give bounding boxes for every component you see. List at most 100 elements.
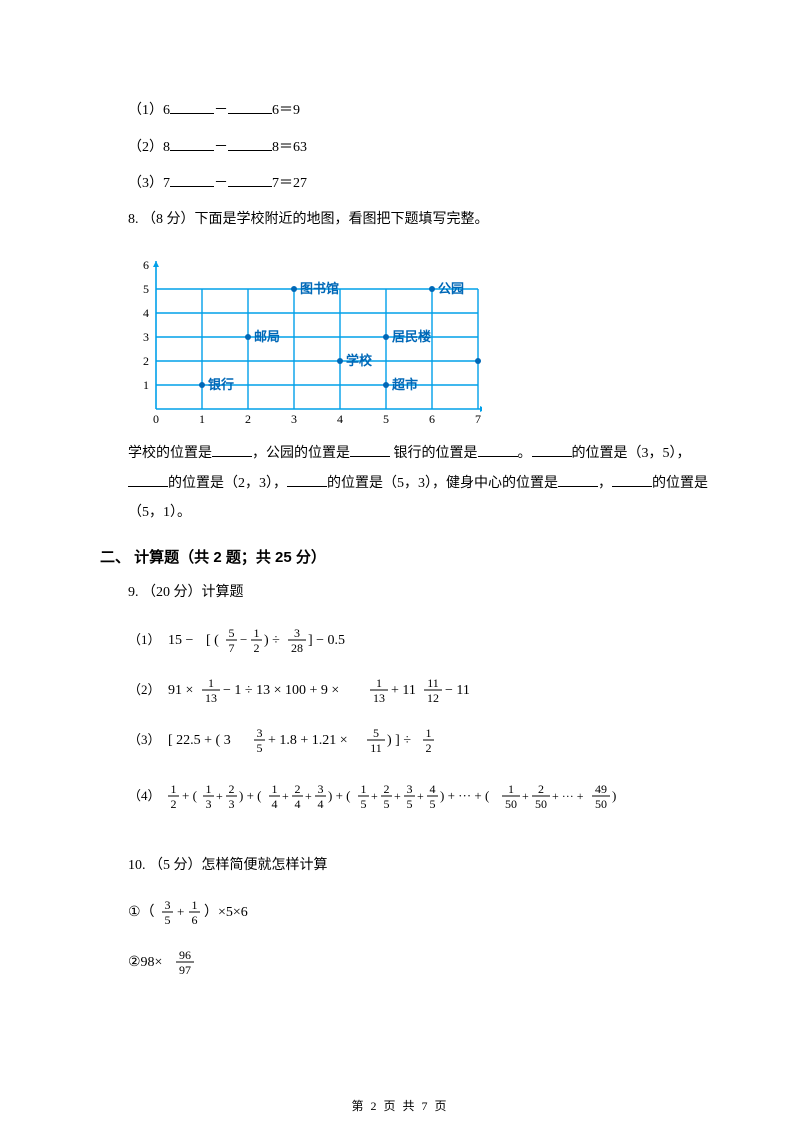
map-figure: 01234567123456图书馆公园邮局居民楼学校健身中心银行超市 bbox=[128, 245, 482, 425]
blank bbox=[532, 443, 572, 457]
svg-text:11: 11 bbox=[427, 676, 439, 690]
svg-text:1: 1 bbox=[254, 626, 260, 640]
svg-text:5: 5 bbox=[143, 282, 149, 296]
svg-text:+ 11: + 11 bbox=[391, 683, 416, 698]
idx: （3） bbox=[128, 176, 163, 191]
svg-text:) + (: ) + ( bbox=[328, 788, 351, 803]
q8-header: 8. （8 分）下面是学校附近的地图，看图把下题填写完整。 bbox=[100, 210, 720, 230]
svg-text:6: 6 bbox=[192, 913, 198, 927]
svg-text:5: 5 bbox=[430, 797, 436, 811]
svg-text:超市: 超市 bbox=[392, 377, 418, 392]
svg-text:3: 3 bbox=[294, 626, 300, 640]
svg-text:1: 1 bbox=[508, 782, 514, 796]
svg-text:）×5×6: ）×5×6 bbox=[204, 904, 248, 920]
svg-text:12: 12 bbox=[427, 691, 439, 705]
svg-text:− 11: − 11 bbox=[445, 683, 470, 698]
svg-text:15 −: 15 − bbox=[168, 633, 194, 648]
svg-text:2: 2 bbox=[295, 782, 301, 796]
svg-text:4: 4 bbox=[430, 782, 436, 796]
svg-text:1: 1 bbox=[171, 782, 177, 796]
svg-text:+: + bbox=[394, 789, 401, 803]
svg-text:2: 2 bbox=[245, 412, 251, 425]
q10-header: 10. （5 分）怎样简便就怎样计算 bbox=[100, 856, 720, 876]
op: － bbox=[214, 103, 228, 118]
svg-text:（2）: （2） bbox=[128, 682, 161, 697]
svg-text:11: 11 bbox=[370, 741, 382, 755]
svg-text:) ÷: ) ÷ bbox=[264, 633, 280, 648]
blank bbox=[128, 473, 168, 487]
svg-text:4: 4 bbox=[272, 797, 278, 811]
svg-text:1: 1 bbox=[199, 412, 205, 425]
svg-text:+: + bbox=[216, 789, 223, 803]
svg-text:5: 5 bbox=[383, 412, 389, 425]
fill-item-3: （3）7－7＝27 bbox=[128, 173, 720, 194]
op: － bbox=[214, 140, 228, 155]
svg-text:3: 3 bbox=[143, 330, 149, 344]
svg-text:49: 49 bbox=[595, 782, 607, 796]
svg-text:1: 1 bbox=[208, 676, 214, 690]
svg-text:银行: 银行 bbox=[208, 377, 234, 392]
q9-header: 9. （20 分）计算题 bbox=[100, 583, 720, 603]
blank bbox=[170, 100, 214, 114]
svg-text:96: 96 bbox=[179, 948, 191, 962]
svg-text:邮局: 邮局 bbox=[254, 329, 280, 344]
svg-text:4: 4 bbox=[295, 797, 301, 811]
blank bbox=[612, 473, 652, 487]
blank bbox=[170, 137, 214, 151]
svg-text:3: 3 bbox=[291, 412, 297, 425]
blank bbox=[350, 443, 390, 457]
page: （1）6－6＝9 （2）8－8＝63 （3）7－7＝27 8. （8 分）下面是… bbox=[0, 0, 800, 1132]
svg-text:②98×: ②98× bbox=[128, 955, 162, 970]
svg-text:4: 4 bbox=[143, 306, 149, 320]
blank bbox=[228, 173, 272, 187]
svg-text:7: 7 bbox=[475, 412, 481, 425]
b: 6＝9 bbox=[272, 103, 300, 118]
svg-text:3: 3 bbox=[206, 797, 212, 811]
svg-text:): ) bbox=[612, 788, 616, 803]
q9-formula-block: （1）15 − [ (57−12) ÷328] − 0.5（2）91 ×113−… bbox=[128, 618, 668, 846]
svg-text:5: 5 bbox=[384, 797, 390, 811]
svg-text:+ 1.8 + 1.21 ×: + 1.8 + 1.21 × bbox=[268, 733, 348, 748]
svg-text:+: + bbox=[177, 904, 184, 919]
svg-text:6: 6 bbox=[429, 412, 435, 425]
svg-text:（4）: （4） bbox=[128, 788, 161, 803]
fill-item-2: （2）8－8＝63 bbox=[128, 137, 720, 158]
svg-text:2: 2 bbox=[229, 782, 235, 796]
svg-text:[ (: [ ( bbox=[206, 633, 219, 648]
svg-text:+: + bbox=[417, 789, 424, 803]
svg-text:（3）: （3） bbox=[128, 732, 161, 747]
svg-text:5: 5 bbox=[407, 797, 413, 811]
q8-paragraph: 学校的位置是，公园的位置是 银行的位置是。的位置是（3，5），的位置是（2，3）… bbox=[100, 439, 720, 527]
blank bbox=[228, 100, 272, 114]
blank bbox=[558, 473, 598, 487]
svg-text:+: + bbox=[522, 789, 529, 803]
b: 8＝63 bbox=[272, 140, 307, 155]
fill-item-1: （1）6 － 6＝9 bbox=[128, 100, 720, 121]
svg-text:− 1 ÷ 13 × 100 + 9 ×: − 1 ÷ 13 × 100 + 9 × bbox=[223, 683, 339, 698]
svg-text:2: 2 bbox=[538, 782, 544, 796]
a: 6 bbox=[163, 103, 170, 118]
svg-text:居民楼: 居民楼 bbox=[392, 329, 431, 344]
svg-text:13: 13 bbox=[205, 691, 217, 705]
blank bbox=[287, 473, 327, 487]
svg-text:5: 5 bbox=[373, 726, 379, 740]
svg-text:) ] ÷: ) ] ÷ bbox=[387, 733, 411, 748]
svg-text:+ (: + ( bbox=[182, 788, 197, 803]
svg-text:5: 5 bbox=[361, 797, 367, 811]
op: － bbox=[214, 176, 228, 191]
svg-text:（1）: （1） bbox=[128, 632, 161, 647]
svg-text:1: 1 bbox=[376, 676, 382, 690]
svg-text:5: 5 bbox=[257, 741, 263, 755]
svg-text:4: 4 bbox=[318, 797, 324, 811]
svg-text:5: 5 bbox=[229, 626, 235, 640]
svg-text:) + (: ) + ( bbox=[239, 788, 262, 803]
svg-text:97: 97 bbox=[179, 963, 191, 977]
blank bbox=[228, 137, 272, 151]
svg-text:−: − bbox=[240, 632, 247, 647]
svg-text:3: 3 bbox=[165, 898, 171, 912]
a: 8 bbox=[163, 140, 170, 155]
svg-text:50: 50 bbox=[505, 797, 517, 811]
svg-text:91 ×: 91 × bbox=[168, 683, 193, 698]
idx: （1） bbox=[128, 103, 163, 118]
svg-text:1: 1 bbox=[143, 378, 149, 392]
